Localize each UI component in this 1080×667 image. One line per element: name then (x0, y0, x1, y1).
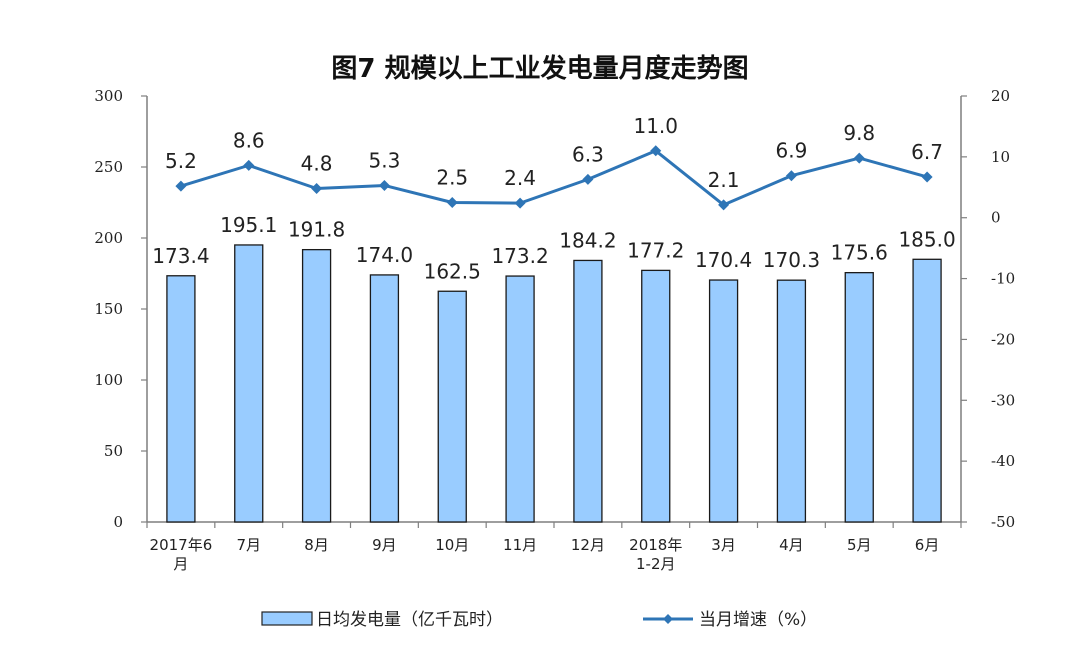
x-axis-label: 2018年 (629, 536, 682, 554)
bar-value-label: 191.8 (288, 218, 345, 242)
right-tick-label: 0 (991, 209, 1001, 227)
bar (505, 275, 535, 523)
right-tick-label: 10 (991, 148, 1010, 166)
bar-value-label: 162.5 (424, 259, 481, 283)
legend-bar-swatch (261, 611, 313, 626)
line-value-label: 8.6 (233, 128, 265, 152)
line-point (582, 173, 594, 185)
bar-value-label: 173.2 (491, 244, 548, 268)
line-value-label: 11.0 (633, 114, 678, 138)
bar (708, 279, 739, 523)
bar-value-label: 195.1 (220, 213, 277, 237)
legend-line-marker (663, 614, 673, 624)
right-tick-label: -10 (991, 270, 1015, 288)
right-tick-label: -30 (991, 391, 1015, 409)
bar (641, 269, 671, 523)
x-axis-ticks (146, 522, 962, 528)
line-value-labels: 5.2 8.6 4.8 5.3 2.5 2.4 6.3 11.0 2.1 6.9 9.8 6.7 (165, 114, 943, 192)
x-axis-label: 3月 (711, 536, 736, 554)
x-axis-label: 10月 (435, 536, 469, 554)
line-value-label: 9.8 (843, 121, 875, 145)
bar-value-label: 173.4 (152, 244, 209, 268)
bar-value-labels: 173.4 195.1 191.8 174.0 162.5 173.2 184.2 177.2… (152, 213, 955, 283)
line-point (175, 180, 187, 192)
bar-value-label: 185.0 (898, 227, 955, 251)
line-point (921, 171, 933, 183)
growth-line (180, 149, 928, 207)
x-axis-label: 4月 (779, 536, 804, 554)
line-value-label: 2.5 (436, 166, 468, 190)
left-tick-label: 200 (94, 229, 123, 247)
line-series (175, 145, 933, 211)
line-value-label: 2.4 (504, 166, 536, 190)
x-axis-label: 1-2月 (636, 555, 676, 573)
x-axis-label: 6月 (915, 536, 940, 554)
bar (166, 275, 196, 523)
left-tick-label: 150 (94, 300, 123, 318)
x-axis-label: 8月 (304, 536, 329, 554)
left-tick-label: 250 (94, 158, 123, 176)
line-point (446, 197, 458, 208)
x-axis-label: 5月 (847, 536, 872, 554)
x-axis-label: 12月 (571, 536, 605, 554)
line-value-label: 6.9 (776, 139, 808, 163)
bar-value-label: 174.0 (356, 243, 413, 267)
line-point (785, 170, 797, 182)
x-axis-label: 7月 (236, 536, 261, 554)
line-value-label: 6.7 (911, 140, 943, 164)
line-value-label: 2.1 (708, 168, 740, 192)
right-tick-label: 20 (991, 87, 1010, 105)
right-tick-label: -40 (991, 452, 1015, 470)
legend-line-label: 当月增速（%） (699, 610, 817, 630)
bar-value-label: 184.2 (559, 228, 616, 252)
left-tick-label: 100 (94, 371, 123, 389)
bar-value-label: 177.2 (627, 238, 684, 262)
line-point (853, 152, 865, 164)
bar (776, 279, 807, 523)
bar (573, 259, 603, 523)
x-axis-label: 2017年6 (150, 536, 213, 554)
line-point (243, 159, 255, 171)
bar (437, 290, 467, 523)
legend-bar-label: 日均发电量（亿千瓦时） (316, 610, 503, 630)
right-axis-ticks: -50 -40 -30 -20 -10 0 10 20 (961, 87, 1015, 531)
line-value-label: 4.8 (301, 152, 333, 176)
left-tick-label: 50 (104, 442, 123, 460)
chart-title: 图7 规模以上工业发电量月度走势图 (331, 54, 749, 84)
line-point (378, 179, 390, 191)
left-tick-label: 300 (94, 87, 123, 105)
line-point (718, 199, 730, 211)
bar (844, 271, 874, 523)
bar-series (166, 244, 942, 523)
x-axis-label: 9月 (372, 536, 397, 554)
line-point (514, 197, 526, 209)
legend: 日均发电量（亿千瓦时） 当月增速（%） (261, 610, 817, 630)
bar-value-label: 170.3 (763, 248, 820, 272)
bar-value-label: 170.4 (695, 248, 752, 272)
bar (369, 274, 400, 523)
right-tick-label: -20 (991, 330, 1015, 348)
line-value-label: 5.3 (369, 148, 401, 172)
line-value-label: 5.2 (165, 149, 197, 173)
bar (301, 248, 332, 523)
line-point (650, 145, 662, 157)
line-value-label: 6.3 (572, 142, 604, 166)
x-axis-label: 月 (173, 555, 188, 573)
line-point (311, 183, 323, 195)
left-axis-ticks: 0 50 100 150 200 250 300 (94, 87, 147, 531)
bar (912, 258, 942, 523)
right-tick-label: -50 (991, 513, 1015, 531)
left-tick-label: 0 (113, 513, 123, 531)
bar-value-label: 175.6 (831, 241, 888, 265)
x-axis-label: 11月 (503, 536, 537, 554)
bar (234, 244, 264, 523)
